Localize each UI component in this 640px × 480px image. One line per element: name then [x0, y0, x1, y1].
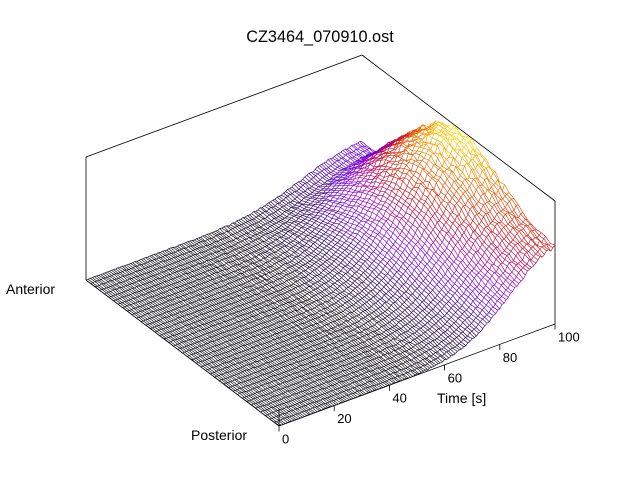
svg-text:100: 100 — [558, 330, 580, 345]
svg-text:60: 60 — [448, 370, 462, 385]
svg-text:20: 20 — [337, 411, 351, 426]
svg-text:80: 80 — [503, 350, 517, 365]
svg-text:0: 0 — [282, 432, 289, 447]
svg-text:40: 40 — [392, 391, 406, 406]
